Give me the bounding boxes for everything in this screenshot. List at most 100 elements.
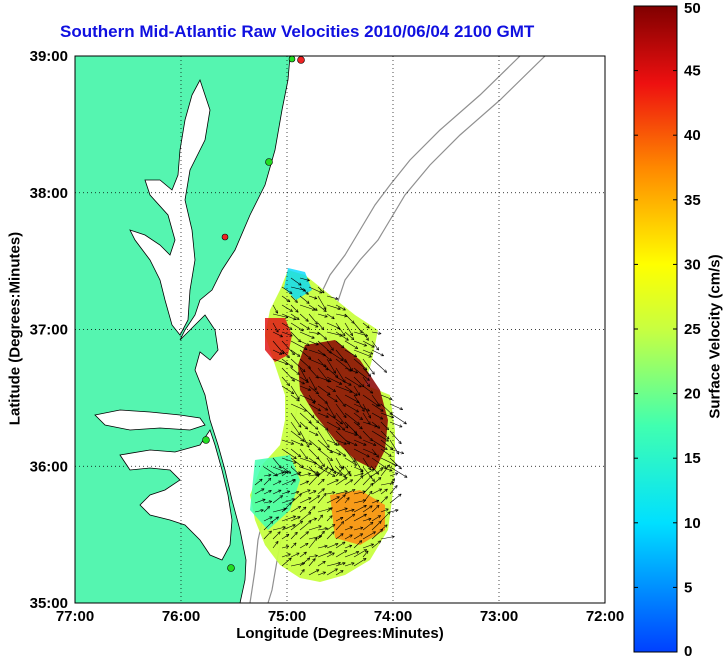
velocity-arrow	[290, 340, 308, 350]
velocity-arrow	[353, 513, 367, 522]
velocity-arrow-head	[371, 491, 373, 495]
velocity-arrow	[371, 421, 380, 429]
velocity-arrow-head	[333, 443, 337, 446]
velocity-arrow-head	[311, 401, 315, 404]
velocity-arrow-head	[317, 391, 319, 395]
velocity-arrow	[272, 471, 284, 477]
velocity-arrow	[371, 540, 381, 549]
velocity-arrow-head	[364, 558, 367, 562]
velocity-arrow	[290, 542, 297, 549]
velocity-arrow	[371, 488, 382, 495]
velocity-arrow	[272, 313, 289, 318]
velocity-arrow-head	[298, 516, 301, 520]
velocity-arrow	[344, 448, 356, 463]
velocity-arrow-head	[366, 327, 370, 329]
velocity-arrow-head	[259, 478, 263, 480]
velocity-arrow-head	[346, 497, 350, 499]
velocity-arrow	[299, 277, 310, 281]
velocity-arrow-head	[268, 506, 270, 510]
velocity-arrow	[335, 385, 353, 393]
velocity-arrow	[371, 505, 380, 513]
velocity-arrow-head	[286, 471, 289, 475]
velocity-hotspot-red	[265, 318, 292, 362]
velocity-arrow	[362, 421, 378, 427]
colorbar-tick-label: 45	[684, 63, 701, 80]
velocity-arrow	[317, 439, 333, 454]
velocity-arrow-head	[373, 371, 375, 375]
velocity-arrow-head	[391, 536, 395, 539]
velocity-arrow-head	[351, 562, 355, 566]
velocity-arrow	[362, 457, 371, 471]
velocity-arrow-head	[318, 408, 321, 412]
x-tick-labels: 77:00 76:00 75:00 74:00 73:00 72:00	[56, 608, 624, 625]
velocity-arrow	[299, 520, 312, 531]
velocity-hotspot-orange	[330, 490, 385, 545]
velocity-arrow-head	[342, 475, 346, 478]
velocity-arrow-head	[371, 543, 374, 547]
velocity-arrow-head	[384, 465, 387, 469]
velocity-arrow-head	[361, 329, 363, 334]
velocity-arrow	[380, 496, 388, 504]
velocity-arrow-head	[291, 353, 295, 356]
velocity-arrow	[317, 508, 332, 513]
velocity-arrow-head	[325, 429, 329, 431]
velocity-arrow	[344, 358, 353, 372]
velocity-arrow-head	[294, 479, 296, 483]
velocity-arrow-head	[315, 324, 319, 328]
velocity-arrow-head	[317, 375, 319, 379]
velocity-arrow-head	[387, 511, 391, 513]
velocity-arrow-head	[314, 490, 317, 494]
velocity-arrow-head	[378, 333, 382, 335]
velocity-arrow-head	[328, 379, 332, 382]
velocity-arrow	[254, 478, 263, 486]
velocity-arrow	[308, 304, 318, 311]
velocity-arrow-head	[331, 531, 335, 533]
velocity-arrow-head	[284, 469, 287, 473]
velocity-arrow	[362, 430, 373, 442]
velocity-arrow	[308, 322, 319, 328]
velocity-arrow-head	[342, 344, 345, 348]
velocity-arrow-head	[324, 467, 328, 469]
velocity-arrow-head	[336, 374, 339, 378]
velocity-arrow-head	[341, 357, 344, 361]
velocity-arrow-head	[315, 421, 319, 424]
velocity-arrow-head	[364, 549, 368, 553]
velocity-arrow	[371, 477, 382, 486]
velocity-arrow-head	[301, 569, 305, 571]
velocity-arrow-head	[340, 333, 343, 337]
velocity-arrow-head	[350, 534, 353, 538]
velocity-arrow	[308, 340, 319, 346]
station-marker	[297, 56, 305, 64]
velocity-arrow-head	[384, 524, 388, 526]
velocity-arrow	[389, 472, 399, 477]
velocity-arrow-head	[289, 557, 292, 561]
velocity-arrow	[308, 490, 317, 495]
velocity-arrow-head	[301, 562, 305, 564]
velocity-arrow	[335, 550, 348, 558]
velocity-arrow-head	[364, 335, 368, 337]
velocity-arrow	[299, 331, 315, 339]
velocity-arrow-head	[314, 461, 318, 464]
velocity-arrow-head	[344, 441, 347, 445]
velocity-arrow-head	[324, 316, 328, 318]
velocity-arrow	[281, 376, 290, 386]
velocity-arrow	[281, 471, 289, 477]
velocity-arrow	[317, 478, 325, 486]
velocity-arrow	[326, 543, 339, 549]
velocity-arrow	[299, 439, 312, 445]
velocity-arrow-head	[306, 280, 310, 282]
velocity-arrow-head	[405, 474, 408, 478]
velocity-arrow	[389, 430, 402, 444]
velocity-arrow	[371, 430, 389, 442]
velocity-arrow-head	[313, 517, 317, 519]
velocity-arrow-head	[371, 480, 375, 482]
velocity-arrow-head	[324, 545, 328, 548]
velocity-arrow	[362, 466, 375, 482]
velocity-arrow-head	[347, 425, 349, 429]
velocity-arrow-head	[404, 421, 407, 425]
velocity-arrow-head	[369, 354, 372, 358]
velocity-arrow-head	[316, 470, 320, 474]
velocity-arrow-head	[377, 404, 381, 407]
velocity-arrow-head	[277, 531, 281, 533]
velocity-arrow-head	[391, 482, 395, 485]
